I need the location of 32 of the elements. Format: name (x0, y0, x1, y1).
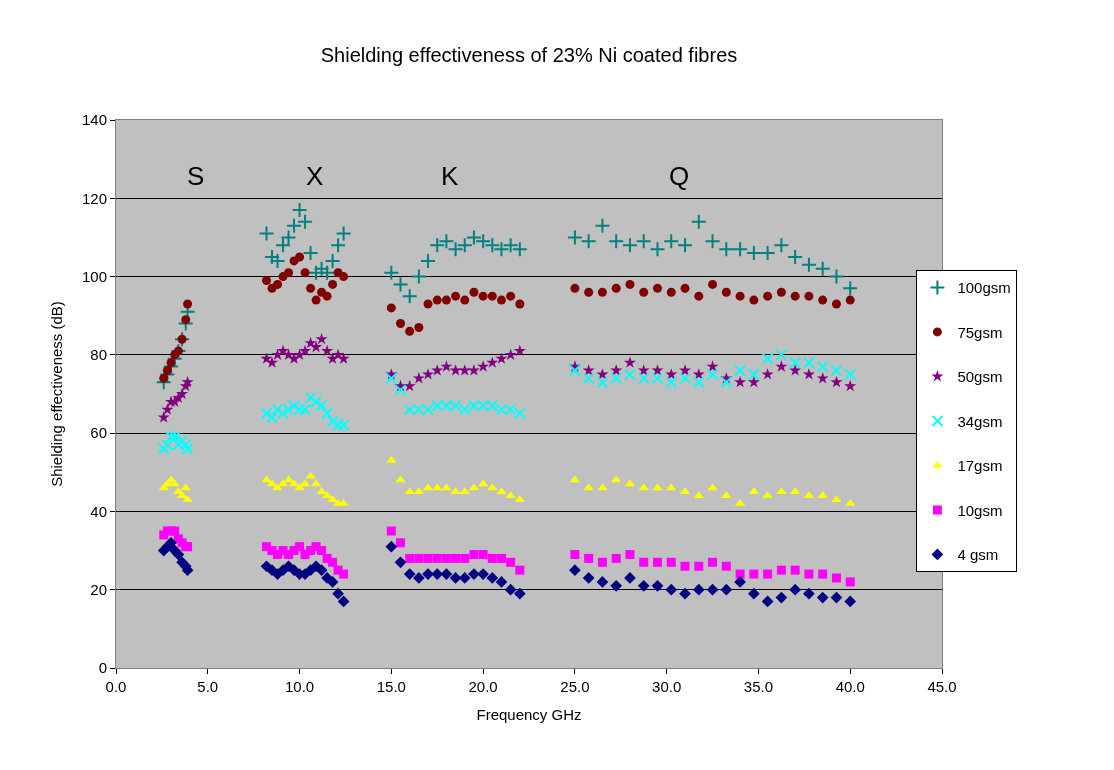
x-tick-label: 25.0 (560, 678, 590, 695)
x-tick-label: 45.0 (927, 678, 957, 695)
y-tick-label: 140 (81, 111, 107, 129)
x-tick-label: 40.0 (835, 678, 865, 695)
x-tick-label: 10.0 (284, 678, 315, 695)
annotation: S (187, 161, 205, 191)
x-tick-label: 0.0 (105, 678, 127, 695)
annotation: K (441, 161, 459, 191)
x-tick-label: 30.0 (652, 678, 682, 695)
x-tick-label: 35.0 (743, 678, 774, 695)
annotation: Q (669, 161, 690, 191)
legend-label: 4 gsm (957, 546, 999, 564)
legend-label: 50gsm (957, 368, 1003, 386)
y-tick-label: 100 (81, 267, 107, 285)
legend-label: 100gsm (957, 279, 1011, 297)
legend-label: 10gsm (957, 501, 1003, 519)
y-tick-label: 120 (81, 189, 107, 207)
legend-label: 17gsm (957, 457, 1003, 475)
y-tick-label: 0 (98, 659, 107, 677)
chart-title: Shielding effectiveness of 23% Ni coated fibres (320, 44, 738, 66)
x-tick-label: 15.0 (376, 678, 406, 695)
annotation: X (306, 161, 324, 191)
y-axis-title: Shielding effectiveness (dB) (48, 301, 66, 487)
y-tick-label: 60 (90, 424, 107, 442)
y-tick-label: 40 (90, 502, 107, 520)
x-tick-label: 20.0 (468, 678, 498, 695)
y-tick-label: 80 (90, 346, 107, 364)
y-tick-label: 20 (90, 580, 107, 598)
x-axis-title: Frequency GHz (476, 706, 582, 723)
legend-label: 34gsm (957, 412, 1003, 430)
legend-label: 75gsm (957, 323, 1003, 341)
x-tick-label: 5.0 (197, 678, 219, 695)
